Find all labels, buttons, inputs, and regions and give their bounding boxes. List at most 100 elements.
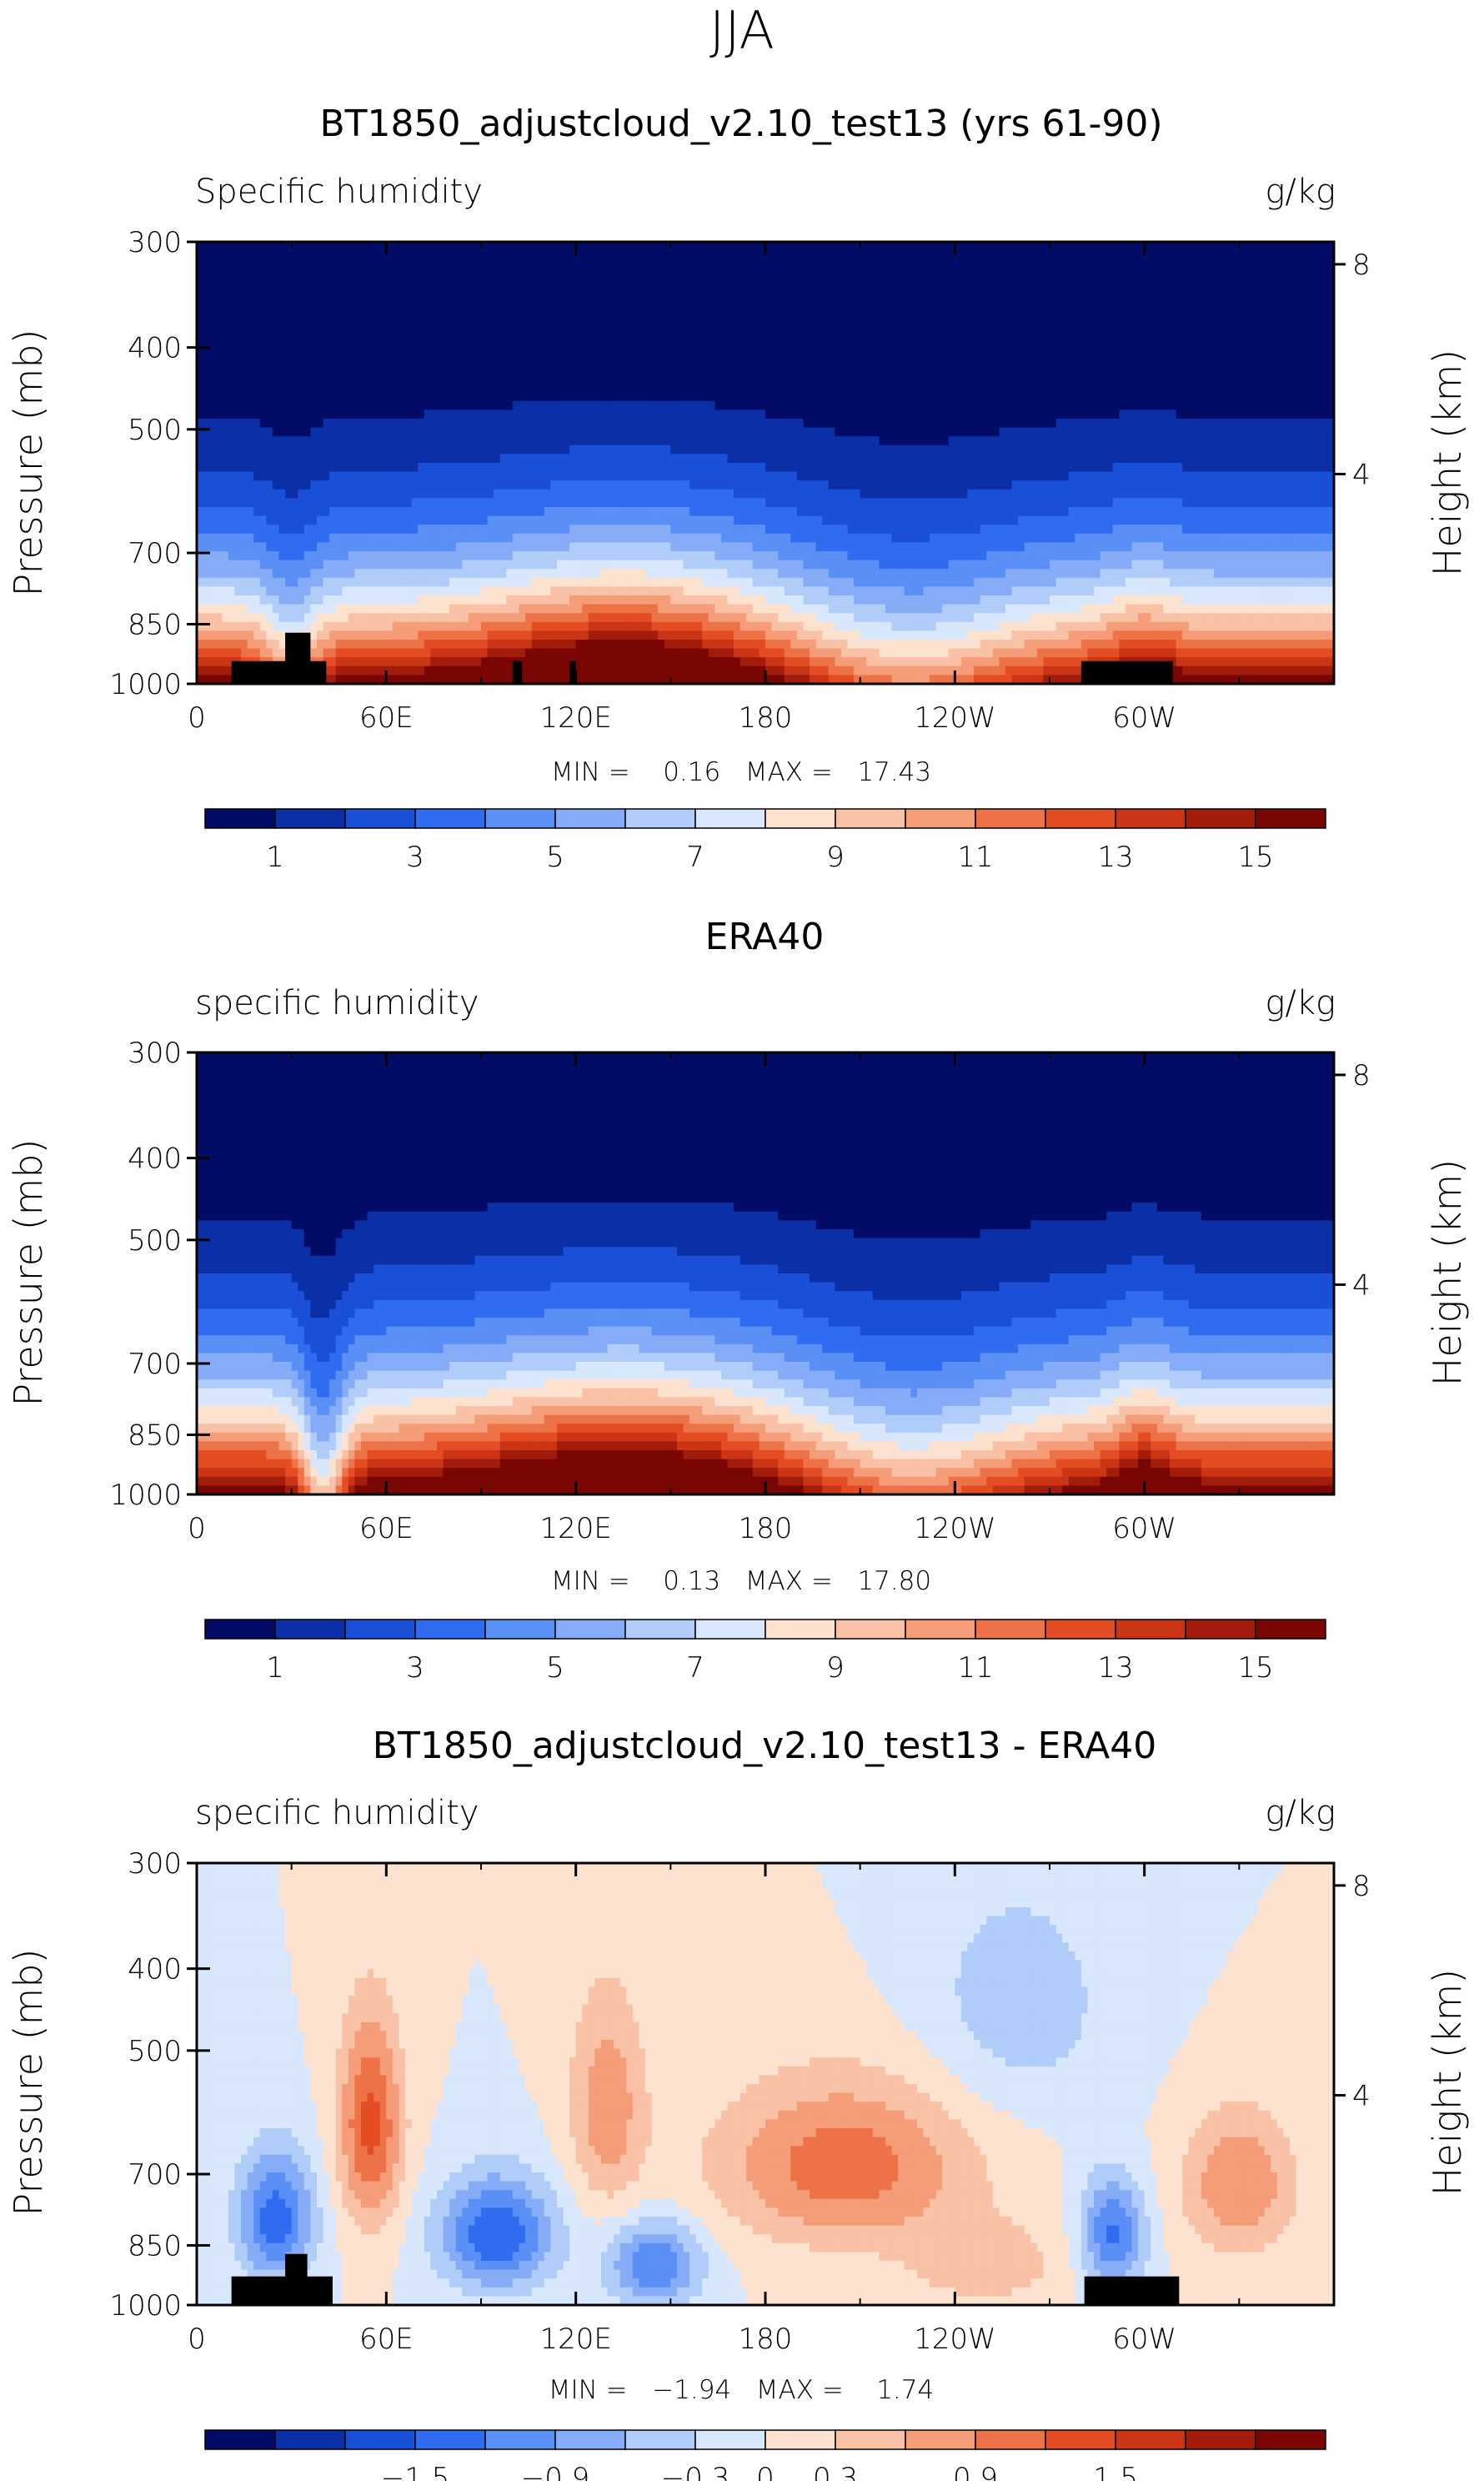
heatmap-cell [810, 304, 816, 313]
heatmap-cell [1081, 269, 1088, 278]
heatmap-cell [1195, 251, 1201, 260]
heatmap-cell [1062, 277, 1069, 286]
heatmap-cell [1132, 251, 1139, 260]
heatmap-cell [216, 304, 223, 313]
heatmap-cell [746, 259, 753, 269]
heatmap-cell [1062, 251, 1069, 260]
heatmap-cell [354, 295, 361, 304]
heatmap-cell [405, 251, 412, 260]
heatmap-cell [873, 286, 880, 295]
heatmap-cell [652, 251, 659, 260]
heatmap-cell [279, 286, 286, 295]
heatmap-cell [1050, 269, 1056, 278]
heatmap-cell [380, 286, 387, 295]
heatmap-cell [993, 259, 1000, 269]
heatmap-cell [778, 286, 785, 295]
heatmap-cell [670, 295, 677, 304]
heatmap-cell [848, 286, 855, 295]
heatmap-cell [506, 259, 513, 269]
heatmap-cell [1069, 295, 1075, 304]
heatmap-cell [380, 295, 387, 304]
heatmap-cell [462, 259, 469, 269]
heatmap-cell [1290, 286, 1296, 295]
heatmap-cell [1315, 251, 1321, 260]
heatmap-cell [709, 295, 715, 304]
heatmap-cell [1189, 269, 1196, 278]
heatmap-cell [999, 286, 1005, 295]
heatmap-cell [582, 286, 589, 295]
heatmap-cell [444, 277, 450, 286]
heatmap-cell [670, 286, 677, 295]
heatmap-cell [986, 269, 993, 278]
heatmap-cell [664, 251, 671, 260]
heatmap-cell [494, 304, 500, 313]
heatmap-cell [1062, 286, 1069, 295]
heatmap-cell [336, 242, 343, 251]
heatmap-cell [253, 269, 260, 278]
heatmap-cell [1018, 269, 1025, 278]
heatmap-cell [513, 251, 519, 260]
heatmap-cell [860, 295, 867, 304]
heatmap-cell [304, 269, 311, 278]
heatmap-cell [1037, 259, 1044, 269]
heatmap-cell [608, 259, 614, 269]
heatmap-cell [785, 269, 791, 278]
heatmap-cell [1315, 286, 1321, 295]
heatmap-cell [1226, 251, 1233, 260]
heatmap-cell [721, 277, 728, 286]
heatmap-cell [1094, 269, 1100, 278]
heatmap-cell [822, 259, 829, 269]
heatmap-cell [923, 286, 930, 295]
heatmap-cell [746, 242, 753, 251]
heatmap-cell [873, 251, 880, 260]
heatmap-cell [1056, 251, 1063, 260]
heatmap-cell [797, 269, 804, 278]
heatmap-cell [342, 242, 348, 251]
heatmap-cell [424, 242, 431, 251]
heatmap-cell [354, 286, 361, 295]
heatmap-cell [848, 251, 855, 260]
heatmap-cell [1100, 277, 1107, 286]
heatmap-cell [841, 295, 848, 304]
heatmap-cell [626, 286, 633, 295]
heatmap-cell [594, 269, 601, 278]
heatmap-cell [930, 242, 936, 251]
heatmap-cell [1132, 295, 1139, 304]
heatmap-cell [336, 295, 343, 304]
heatmap-cell [424, 251, 431, 260]
heatmap-cell [488, 242, 494, 251]
heatmap-cell [822, 286, 829, 295]
heatmap-cell [594, 242, 601, 251]
heatmap-cell [999, 242, 1005, 251]
heatmap-cell [444, 242, 450, 251]
heatmap-cell [329, 269, 336, 278]
heatmap-cell [449, 295, 456, 304]
heatmap-cell [393, 295, 399, 304]
heatmap-cell [810, 286, 816, 295]
heatmap-cell [810, 269, 816, 278]
heatmap-cell [1226, 269, 1233, 278]
heatmap-cell [449, 304, 456, 313]
heatmap-cell [930, 259, 936, 269]
heatmap-cell [368, 295, 374, 304]
heatmap-cell [620, 295, 627, 304]
heatmap-cell [430, 277, 437, 286]
heatmap-cell [923, 251, 930, 260]
heatmap-cell [626, 269, 633, 278]
heatmap-cell [1030, 242, 1037, 251]
heatmap-cell [1087, 251, 1094, 260]
heatmap-cell [1176, 277, 1183, 286]
heatmap-cell [430, 259, 437, 269]
heatmap-cell [633, 295, 639, 304]
heatmap-cell [253, 286, 260, 295]
heatmap-cell [1277, 286, 1284, 295]
heatmap-cell [500, 277, 507, 286]
heatmap-cell [203, 269, 210, 278]
heatmap-cell [348, 242, 355, 251]
heatmap-cell [412, 277, 419, 286]
heatmap-cell [1296, 286, 1303, 295]
heatmap-cell [1113, 295, 1120, 304]
heatmap-cell [854, 286, 860, 295]
heatmap-cell [260, 259, 267, 269]
heatmap-cell [1157, 259, 1164, 269]
